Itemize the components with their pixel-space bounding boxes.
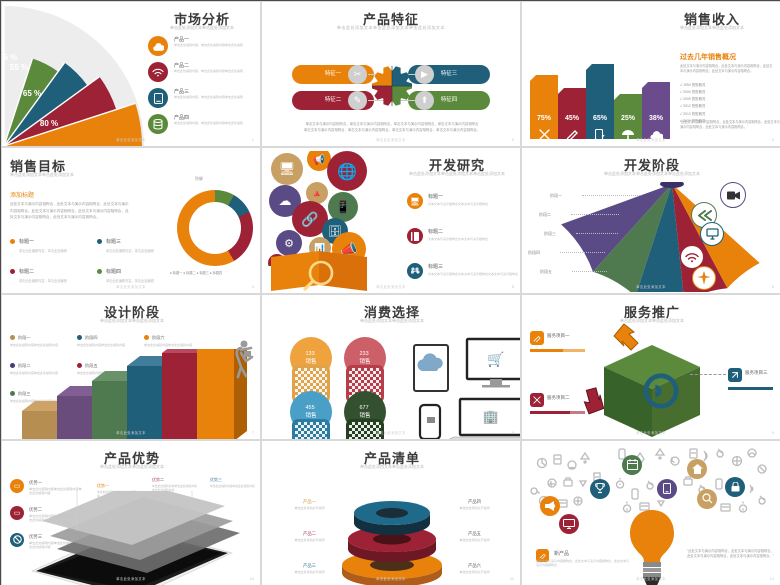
svg-text:🖥: 🖥 (279, 161, 296, 176)
svg-text:☁: ☁ (279, 193, 292, 208)
svg-text:🏢: 🏢 (483, 409, 499, 424)
svg-text:📢: 📢 (313, 153, 325, 166)
svg-text:🌐: 🌐 (337, 162, 357, 181)
svg-text:65 %: 65 % (23, 89, 41, 98)
svg-text:🛒: 🛒 (487, 351, 504, 368)
svg-text:🔺: 🔺 (311, 189, 323, 200)
svg-text:📱: 📱 (336, 200, 351, 214)
svg-text:80 %: 80 % (40, 119, 58, 128)
svg-text:🔗: 🔗 (301, 210, 319, 228)
svg-text:⚙: ⚙ (284, 238, 294, 250)
svg-text:45 %: 45 % (2, 53, 17, 62)
svg-text:55 %: 55 % (10, 63, 28, 72)
